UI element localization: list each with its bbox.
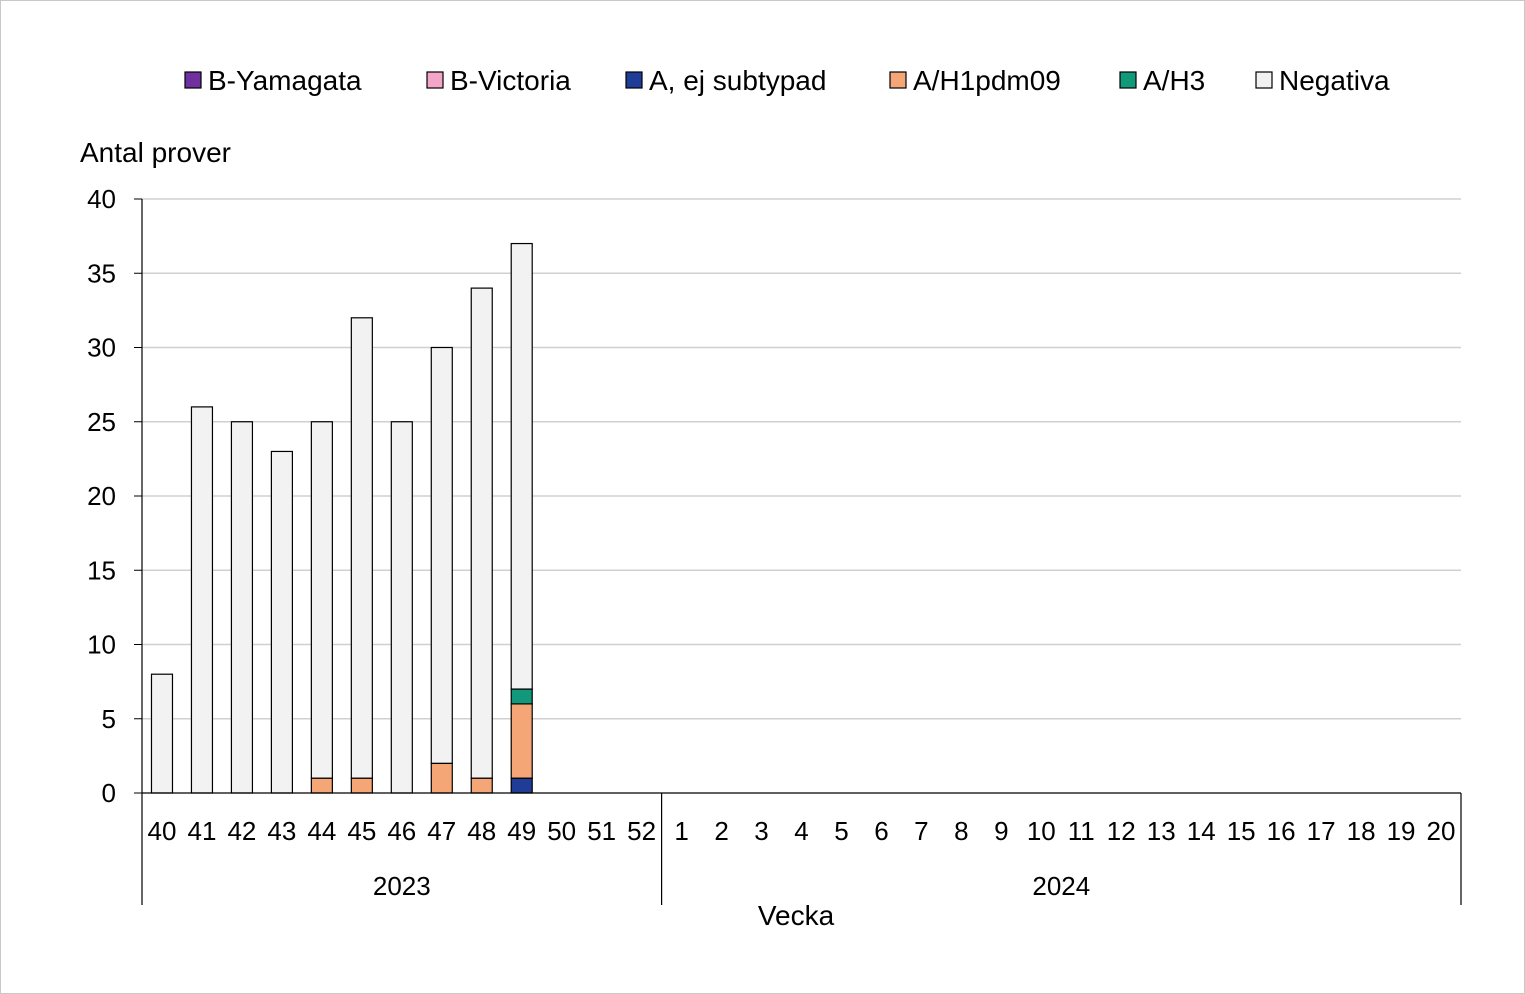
x-tick-label: 46 bbox=[387, 816, 416, 846]
x-tick-label: 10 bbox=[1027, 816, 1056, 846]
bar-a-h1pdm09-week-44 bbox=[310, 777, 333, 794]
legend-label-b-yamagata: B-Yamagata bbox=[208, 65, 362, 96]
x-tick-label: 11 bbox=[1068, 816, 1095, 846]
bar-negativa-week-49 bbox=[510, 242, 533, 690]
bar-a-h1pdm09-week-45 bbox=[350, 777, 373, 794]
bar-a-ej-subtypad-week-49 bbox=[510, 777, 533, 794]
legend-label-negativa: Negativa bbox=[1279, 65, 1390, 96]
x-tick-label: 14 bbox=[1187, 816, 1216, 846]
y-tick-label: 15 bbox=[87, 555, 116, 585]
x-tick-label: 5 bbox=[834, 816, 848, 846]
y-axis-ticks: 0 5 10 15 20 25 30 35 40 bbox=[87, 184, 142, 808]
x-tick-label: 13 bbox=[1147, 816, 1176, 846]
bar-a-h1pdm09-week-48 bbox=[470, 777, 493, 794]
bar-a-h1pdm09-week-47 bbox=[430, 762, 453, 794]
y-tick-label: 30 bbox=[87, 333, 116, 363]
legend-swatch-b-victoria bbox=[426, 71, 444, 89]
x-tick-label: 1 bbox=[674, 816, 688, 846]
bar-negativa-week-44 bbox=[310, 421, 333, 779]
group-label-2023: 2023 bbox=[373, 871, 431, 901]
y-axis-title: Antal prover bbox=[80, 137, 231, 168]
bar-negativa-week-48 bbox=[470, 287, 493, 779]
legend-label-a-h3: A/H3 bbox=[1143, 65, 1205, 96]
bar-negativa-week-43 bbox=[270, 450, 293, 794]
x-tick-label: 44 bbox=[307, 816, 336, 846]
y-tick-label: 20 bbox=[87, 481, 116, 511]
bar-negativa-week-41 bbox=[190, 406, 214, 794]
x-tick-label: 6 bbox=[874, 816, 888, 846]
x-tick-label: 2 bbox=[714, 816, 728, 846]
legend-label-a-h1pdm09: A/H1pdm09 bbox=[913, 65, 1061, 96]
x-tick-label: 51 bbox=[587, 816, 616, 846]
group-label-2024: 2024 bbox=[1032, 871, 1090, 901]
x-tick-label: 20 bbox=[1427, 816, 1456, 846]
x-axis-groups: 2023 2024 bbox=[141, 793, 1462, 905]
bar-negativa-week-45 bbox=[350, 317, 373, 779]
legend-label-a-ej-subtypad: A, ej subtypad bbox=[649, 65, 826, 96]
y-tick-label: 5 bbox=[102, 704, 116, 734]
gridlines bbox=[142, 198, 1461, 720]
x-tick-label: 41 bbox=[187, 816, 216, 846]
x-tick-label: 50 bbox=[547, 816, 576, 846]
x-tick-label: 45 bbox=[347, 816, 376, 846]
x-tick-label: 8 bbox=[954, 816, 968, 846]
x-tick-label: 42 bbox=[227, 816, 256, 846]
legend-label-b-victoria: B-Victoria bbox=[450, 65, 571, 96]
axes bbox=[141, 199, 1461, 794]
bar-negativa-week-40 bbox=[150, 673, 174, 794]
x-tick-label: 15 bbox=[1227, 816, 1256, 846]
y-tick-label: 35 bbox=[87, 258, 116, 288]
legend: B-Yamagata B-Victoria A, ej subtypad A/H1pd… bbox=[184, 65, 1390, 96]
x-tick-label: 52 bbox=[627, 816, 656, 846]
x-tick-label: 3 bbox=[754, 816, 768, 846]
y-tick-label: 25 bbox=[87, 407, 116, 437]
legend-swatch-a-h3 bbox=[1119, 71, 1137, 89]
x-axis-ticks: 40 41 42 43 44 45 46 47 48 49 50 51 52 1 2 3 4 5 6 7 8 9 10 11 1… bbox=[148, 816, 1456, 846]
bar-negativa-week-46 bbox=[390, 421, 413, 794]
x-tick-label: 43 bbox=[267, 816, 296, 846]
legend-swatch-negativa bbox=[1255, 71, 1273, 89]
bars bbox=[150, 242, 533, 794]
x-axis-title: Vecka bbox=[758, 900, 835, 931]
legend-swatch-a-h1pdm09 bbox=[889, 71, 907, 89]
x-tick-label: 17 bbox=[1307, 816, 1336, 846]
legend-swatch-b-yamagata bbox=[184, 71, 202, 89]
y-tick-label: 40 bbox=[87, 184, 116, 214]
bar-a-h3-week-49 bbox=[510, 688, 533, 705]
bar-a-h1pdm09-week-49 bbox=[510, 703, 533, 779]
x-tick-label: 16 bbox=[1267, 816, 1296, 846]
x-tick-label: 48 bbox=[467, 816, 496, 846]
x-tick-label: 9 bbox=[994, 816, 1008, 846]
bar-negativa-week-42 bbox=[230, 421, 254, 794]
legend-swatch-a-ej-subtypad bbox=[625, 71, 643, 89]
x-tick-label: 18 bbox=[1347, 816, 1376, 846]
x-tick-label: 4 bbox=[794, 816, 808, 846]
x-tick-label: 47 bbox=[427, 816, 456, 846]
bar-negativa-week-47 bbox=[430, 346, 453, 764]
y-tick-label: 10 bbox=[87, 630, 116, 660]
x-tick-label: 40 bbox=[148, 816, 177, 846]
x-tick-label: 19 bbox=[1387, 816, 1416, 846]
x-tick-label: 12 bbox=[1107, 816, 1136, 846]
x-tick-label: 49 bbox=[507, 816, 536, 846]
y-tick-label: 0 bbox=[102, 778, 116, 808]
x-tick-label: 7 bbox=[914, 816, 928, 846]
